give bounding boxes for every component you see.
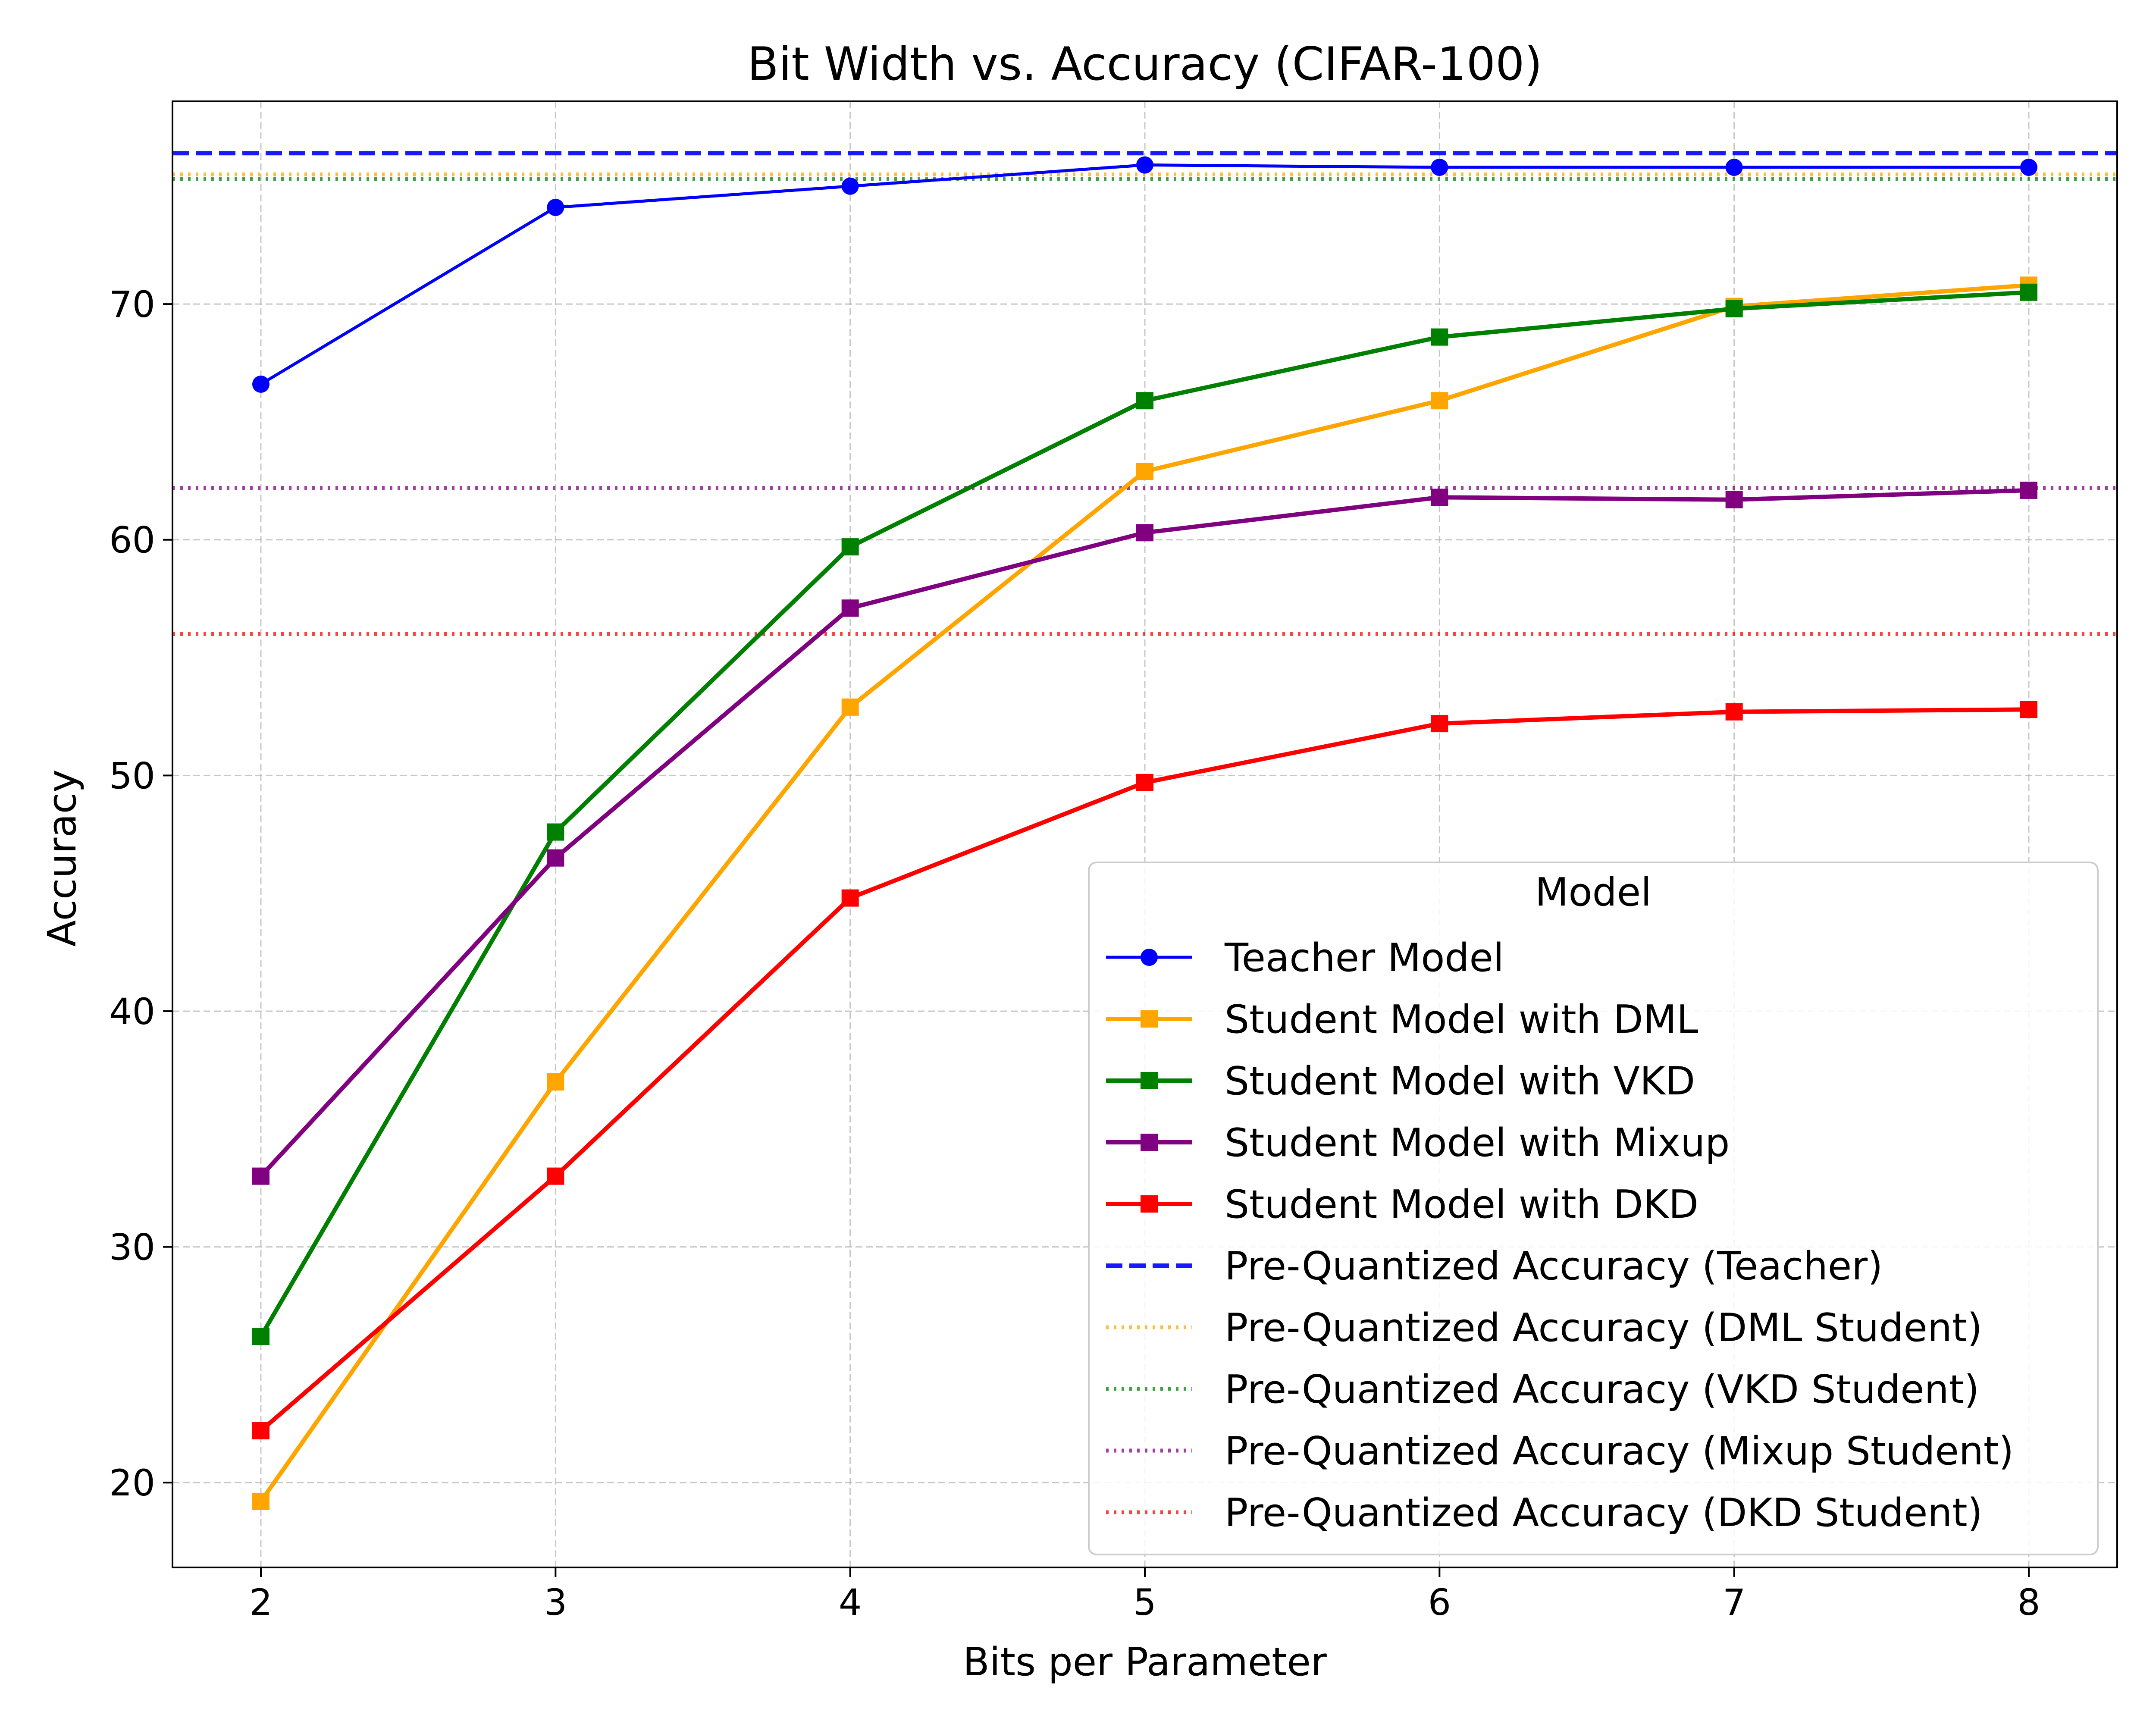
data-point bbox=[1136, 524, 1153, 542]
data-point bbox=[252, 1422, 270, 1439]
legend-label: Student Model with Mixup bbox=[1225, 1120, 1730, 1166]
data-point bbox=[547, 849, 564, 867]
data-point bbox=[2020, 701, 2037, 718]
data-point bbox=[2020, 283, 2037, 301]
x-tick-label: 3 bbox=[544, 1581, 567, 1624]
legend-label: Pre-Quantized Accuracy (DML Student) bbox=[1225, 1305, 1982, 1351]
data-point bbox=[1136, 392, 1153, 410]
data-point bbox=[2020, 481, 2037, 499]
x-tick-label: 7 bbox=[1723, 1581, 1745, 1624]
data-point bbox=[547, 1073, 564, 1091]
data-point bbox=[252, 375, 270, 393]
legend-swatch-marker bbox=[1141, 1072, 1158, 1089]
series-lines bbox=[252, 156, 2037, 1510]
data-point bbox=[252, 1167, 270, 1185]
legend-swatch-marker bbox=[1141, 949, 1158, 966]
x-tick-label: 4 bbox=[839, 1581, 862, 1624]
data-point bbox=[1136, 774, 1153, 791]
legend-label: Student Model with DML bbox=[1225, 997, 1698, 1042]
axes: 2 3 4 5 6 7 8 20 30 40 50 60 70 bbox=[109, 100, 2118, 1624]
legend-swatch-marker bbox=[1141, 1010, 1158, 1028]
data-point bbox=[1725, 703, 1743, 721]
data-point bbox=[841, 599, 859, 617]
legend-label: Student Model with DKD bbox=[1225, 1182, 1698, 1227]
x-tick-label: 2 bbox=[249, 1581, 272, 1624]
data-point bbox=[841, 889, 859, 907]
data-point bbox=[1136, 156, 1153, 174]
legend-swatch-marker bbox=[1141, 1195, 1158, 1213]
legend-label: Teacher Model bbox=[1224, 935, 1504, 981]
data-point bbox=[1431, 159, 1448, 176]
data-point bbox=[1725, 300, 1743, 318]
data-point bbox=[1431, 489, 1448, 506]
data-point bbox=[1431, 328, 1448, 346]
y-tick-label: 40 bbox=[109, 990, 155, 1033]
x-axis-label: Bits per Parameter bbox=[963, 1639, 1327, 1685]
y-tick-label: 70 bbox=[109, 283, 155, 326]
legend-label: Pre-Quantized Accuracy (DKD Student) bbox=[1225, 1490, 1983, 1536]
data-point bbox=[841, 698, 859, 716]
legend: Model Teacher Model Student Model with DML… bbox=[1088, 862, 2099, 1555]
x-tick-label: 6 bbox=[1428, 1581, 1451, 1624]
reference-lines bbox=[172, 151, 2117, 636]
data-point bbox=[2020, 159, 2037, 176]
x-tick-label: 5 bbox=[1133, 1581, 1156, 1624]
legend-label: Pre-Quantized Accuracy (Teacher) bbox=[1225, 1244, 1883, 1289]
data-point bbox=[1725, 159, 1743, 176]
x-tick-label: 8 bbox=[2017, 1581, 2040, 1624]
y-axis-label: Accuracy bbox=[40, 770, 85, 947]
y-tick-label: 30 bbox=[109, 1226, 155, 1269]
data-point bbox=[1136, 463, 1153, 480]
legend-title: Model bbox=[1535, 870, 1651, 915]
data-point bbox=[547, 198, 564, 216]
data-point bbox=[252, 1328, 270, 1345]
y-tick-label: 60 bbox=[109, 519, 155, 561]
data-point bbox=[1431, 392, 1448, 410]
legend-label: Pre-Quantized Accuracy (VKD Student) bbox=[1225, 1367, 1979, 1412]
data-point bbox=[547, 823, 564, 841]
data-point bbox=[547, 1167, 564, 1185]
data-point bbox=[841, 538, 859, 556]
legend-box bbox=[1088, 862, 2099, 1555]
legend-swatch-marker bbox=[1141, 1134, 1158, 1151]
data-point bbox=[252, 1492, 270, 1510]
y-tick-label: 50 bbox=[109, 755, 155, 797]
legend-label: Pre-Quantized Accuracy (Mixup Student) bbox=[1225, 1429, 2014, 1474]
data-point bbox=[1725, 491, 1743, 508]
data-point bbox=[841, 177, 859, 195]
legend-label: Student Model with VKD bbox=[1225, 1059, 1695, 1104]
y-tick-label: 20 bbox=[109, 1462, 155, 1504]
data-point bbox=[1431, 715, 1448, 733]
chart-title: Bit Width vs. Accuracy (CIFAR-100) bbox=[747, 38, 1542, 91]
